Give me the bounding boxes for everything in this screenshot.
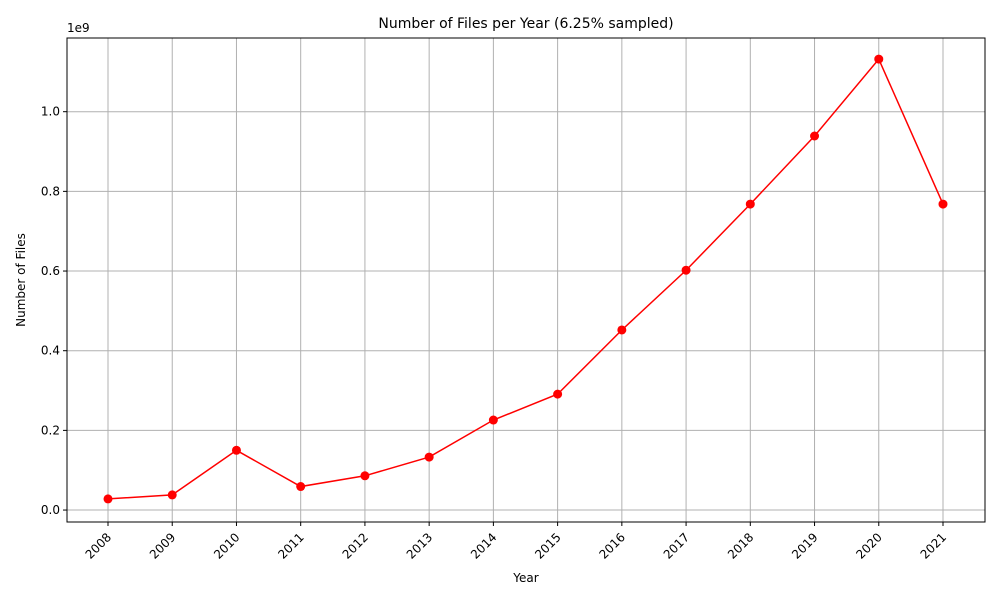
series-line — [107, 57, 944, 500]
data-point — [617, 325, 627, 335]
y-tick-label: 0.2 — [41, 423, 60, 437]
data-point — [488, 415, 498, 425]
data-point — [938, 199, 948, 209]
data-point — [424, 452, 434, 462]
data-point — [231, 445, 241, 455]
data-point — [553, 389, 563, 399]
y-tick-label: 0.6 — [41, 264, 60, 278]
y-tick-label: 0.0 — [41, 503, 60, 517]
chart-title: Number of Files per Year (6.25% sampled) — [378, 16, 673, 32]
y-tick-label: 1.0 — [41, 105, 60, 119]
y-axis-label: Number of Files — [14, 233, 28, 327]
data-point — [296, 482, 306, 492]
data-point — [810, 131, 820, 141]
series-markers — [103, 54, 948, 504]
data-point — [874, 54, 884, 64]
data-point — [103, 494, 113, 504]
data-point — [681, 265, 691, 275]
x-axis-label: Year — [512, 571, 538, 585]
data-point — [167, 490, 177, 500]
y-axis-offset-text: 1e9 — [67, 21, 90, 35]
plot-frame — [66, 37, 986, 523]
grid — [67, 38, 985, 522]
y-tick-label: 0.4 — [41, 344, 60, 358]
data-point — [360, 471, 370, 481]
y-tick-label: 0.8 — [41, 184, 60, 198]
data-point — [745, 199, 755, 209]
